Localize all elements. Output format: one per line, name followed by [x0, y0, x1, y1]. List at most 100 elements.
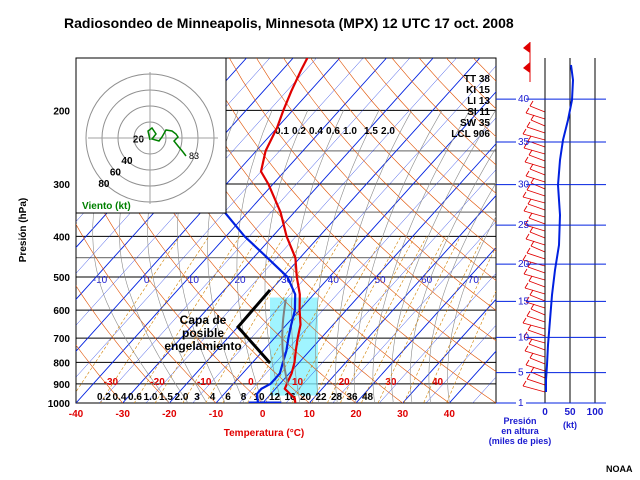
wind-pennant: [523, 62, 530, 73]
isotherm-label: -10: [93, 275, 108, 286]
mixing-ratio-label: 0.4: [113, 392, 127, 403]
mixing-ratio-label: 12: [269, 392, 281, 403]
isotherm-label: -10: [197, 377, 212, 388]
mixing-ratio-label: 1.0: [144, 392, 158, 403]
stability-index: KI 15: [466, 85, 490, 96]
mixing-ratio-label: 0.1: [275, 126, 289, 137]
mixing-ratio-label: 1.5: [364, 126, 378, 137]
mixing-ratio-label: 8: [241, 392, 247, 403]
mixing-ratio-label: 48: [362, 392, 374, 403]
isotherm-lines: -20 -10 0 10 20 30 40 50 60 70 80-40 -30 -20 -10 0 10 20…: [76, 58, 496, 403]
x-tick-label: 20: [350, 409, 362, 420]
mixing-ratio-label: 22: [315, 392, 327, 403]
height-tick-label: 10: [518, 332, 530, 343]
x-tick-label: 10: [304, 409, 316, 420]
isotherm-label: 10: [292, 377, 304, 388]
mixing-ratio-label: 2.0: [381, 126, 395, 137]
y-tick-label: 600: [53, 306, 70, 317]
parcel-line: [281, 299, 290, 386]
mixing-ratio-label: 28: [331, 392, 343, 403]
isotherm-label: 20: [234, 275, 246, 286]
x-tick-label: -40: [69, 409, 84, 420]
mixing-ratio-label: 0.4: [309, 126, 323, 137]
mixing-ratio-label: 1.0: [343, 126, 357, 137]
mixing-ratio-label: 4: [210, 392, 216, 403]
y-axis-label: Presión (hPa): [18, 198, 29, 262]
height-axis-label-line: en altura: [501, 426, 540, 436]
x-tick-label: -10: [209, 409, 224, 420]
hodograph-ring-label: 80: [98, 179, 110, 190]
plot-area: -20 -10 0 10 20 30 40 50 60 70 80-40 -30 -20 -10 0 10 20…: [75, 57, 497, 404]
mixing-ratio-label: 0.2: [97, 392, 111, 403]
windspeed-profile: [545, 64, 575, 392]
chart-title: Radiosondeo de Minneapolis, Minnesota (M…: [64, 15, 514, 31]
isotherm-label: 0: [248, 377, 254, 388]
temperature-axis: -40 -30 -20 -10 0 10 20 30 40: [69, 409, 456, 420]
isotherm-label: 10: [188, 275, 200, 286]
isotherm-label: 40: [432, 377, 444, 388]
y-tick-label: 400: [53, 232, 70, 243]
height-tick-label: 20: [518, 259, 530, 270]
hodograph-ring-label: 60: [110, 168, 122, 179]
windspeed-axis-label: (kt): [563, 420, 577, 430]
x-axis-label: Temperatura (°C): [224, 428, 305, 439]
height-tick-label: 5: [518, 368, 524, 379]
wind-pennant: [523, 42, 530, 53]
isotherm-label: -20: [150, 377, 165, 388]
y-tick-label: 800: [53, 358, 70, 369]
isotherm-label: 20: [339, 377, 351, 388]
icing-label-line: posible: [182, 326, 224, 340]
stability-index: LCL 906: [451, 129, 490, 140]
windspeed-tick-label: 50: [564, 407, 576, 418]
y-tick-label: 900: [53, 380, 70, 391]
icing-annotation-label: Capa de posible engelamiento: [164, 313, 241, 353]
x-tick-label: 30: [397, 409, 409, 420]
wind-label: Viento (kt): [82, 201, 131, 212]
hodograph-trace: [147, 126, 187, 157]
y-tick-label: 500: [53, 273, 70, 284]
isotherm-label: 0: [144, 275, 150, 286]
hodograph-ring-label: 40: [121, 156, 133, 167]
height-axis-label-line: Presión: [503, 416, 536, 426]
wind-barbs: [522, 100, 546, 393]
windspeed-axis: 0 50 100: [542, 407, 604, 418]
isotherm-label: 30: [385, 377, 397, 388]
height-axis-label-line: (miles de pies): [489, 436, 552, 446]
hodograph-ring-label: 20: [133, 135, 145, 146]
mixing-ratio-label: 2.0: [175, 392, 189, 403]
mixing-ratio-label: 3: [194, 392, 200, 403]
height-tick-label: 30: [518, 180, 530, 191]
mixing-ratio-label: 36: [346, 392, 358, 403]
credit-label: NOAA: [606, 464, 633, 474]
height-tick-label: 25: [518, 220, 530, 231]
stability-index: SI 11: [467, 107, 490, 118]
moist-adiabat-lines: [92, 110, 496, 403]
mixing-ratio-label: 20: [300, 392, 312, 403]
pressure-axis: 200 300 400 500 600 700 800 900 1000: [48, 106, 71, 410]
mixing-ratio-label: 0.6: [326, 126, 340, 137]
mixing-ratio-label: 6: [225, 392, 231, 403]
windspeed-tick-label: 0: [542, 407, 548, 418]
mixing-ratio-lines: 0.1 0.2 0.4 0.6 1.0 1.5 2.00.2 0.4 0.6 1.0 1.5 2.0 3…: [76, 126, 496, 403]
mixing-ratio-label: 0.6: [128, 392, 142, 403]
isotherm-label: 70: [468, 275, 480, 286]
y-tick-label: 700: [53, 334, 70, 345]
mixing-ratio-label: 1.5: [159, 392, 173, 403]
height-tick-label: 35: [518, 137, 530, 148]
isotherm-label: -30: [104, 377, 119, 388]
mixing-ratio-label: 0.2: [292, 126, 306, 137]
height-tick-label: 1: [518, 398, 524, 409]
height-tick-label: 40: [518, 94, 530, 105]
x-tick-label: 40: [444, 409, 456, 420]
x-tick-label: 0: [260, 409, 266, 420]
mixing-ratio-label: 10: [253, 392, 265, 403]
stability-index: SW 35: [460, 118, 490, 129]
y-tick-label: 300: [53, 180, 70, 191]
hodograph-end-label: 83: [189, 151, 199, 161]
stability-index: TT 38: [464, 74, 491, 85]
y-tick-label: 200: [53, 106, 70, 117]
